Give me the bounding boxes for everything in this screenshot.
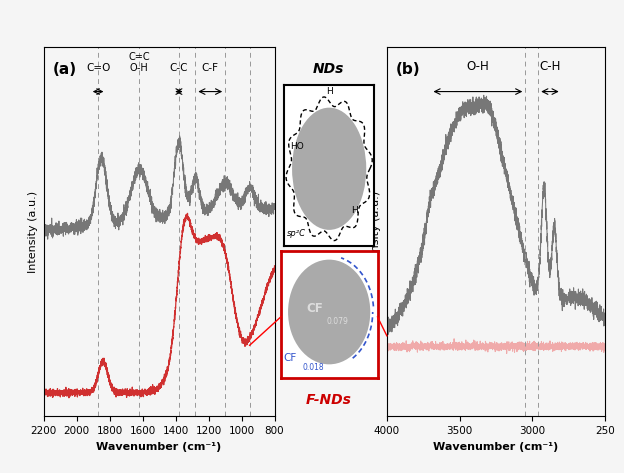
Text: H: H	[351, 206, 358, 215]
Y-axis label: Intensity (a.u.): Intensity (a.u.)	[28, 191, 38, 273]
Text: HO: HO	[290, 142, 303, 151]
Text: C=O: C=O	[86, 63, 110, 73]
Ellipse shape	[292, 108, 366, 230]
Text: C-F: C-F	[202, 63, 219, 73]
Text: sp²C: sp²C	[286, 229, 306, 238]
Text: CF: CF	[284, 353, 297, 363]
Text: NDs: NDs	[313, 61, 344, 76]
Text: C-H: C-H	[539, 60, 560, 73]
Text: 0.018: 0.018	[302, 363, 324, 372]
Text: O-H: O-H	[467, 60, 489, 73]
X-axis label: Wavenumber (cm⁻¹): Wavenumber (cm⁻¹)	[97, 441, 222, 452]
Text: H: H	[326, 88, 333, 96]
Text: C-C: C-C	[170, 63, 188, 73]
Text: CF: CF	[306, 302, 323, 315]
Text: F-NDs: F-NDs	[306, 393, 352, 407]
Text: 0.079: 0.079	[326, 317, 348, 326]
Text: (b): (b)	[396, 62, 420, 77]
Text: (a): (a)	[53, 62, 77, 77]
Text: C=C
O-H: C=C O-H	[129, 53, 150, 73]
X-axis label: Wavenumber (cm⁻¹): Wavenumber (cm⁻¹)	[434, 441, 558, 452]
Ellipse shape	[288, 260, 370, 364]
Y-axis label: Intensity (a.u.): Intensity (a.u.)	[371, 191, 381, 273]
